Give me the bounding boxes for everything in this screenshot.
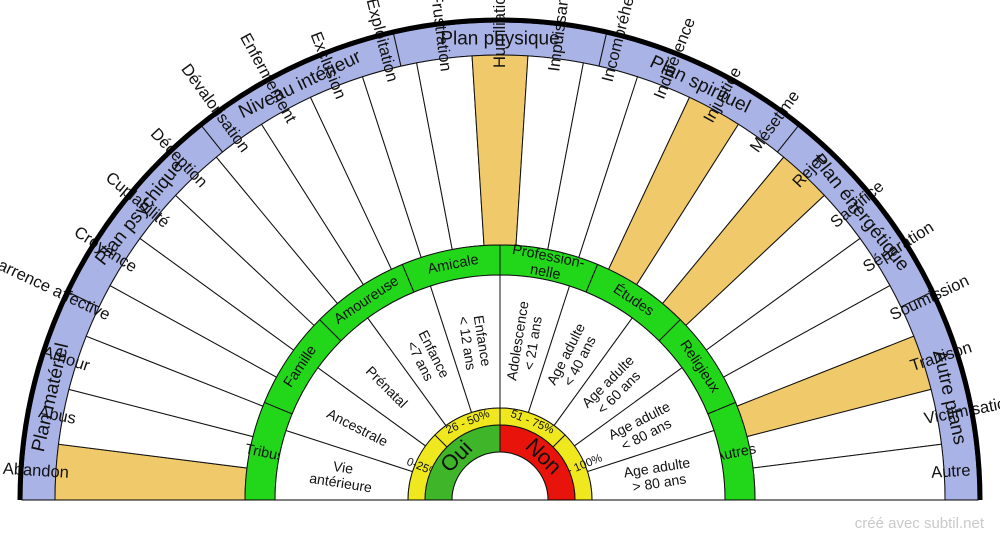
item-label-abandon: Abandon [2, 460, 69, 482]
outer-arc [17, 17, 983, 501]
plan-label-plan-physique: Plan physique [440, 29, 559, 50]
item-label-humiliation: Humiliation [491, 0, 509, 68]
outer-border [17, 17, 983, 501]
item-label-autre: Autre [931, 461, 971, 481]
age-ring: VieantérieureAncestralePrénatalEnfance<7… [274, 274, 726, 501]
relation-label-tribus: Tribus [244, 441, 286, 464]
credit-text: créé avec subtil.net [854, 515, 984, 532]
